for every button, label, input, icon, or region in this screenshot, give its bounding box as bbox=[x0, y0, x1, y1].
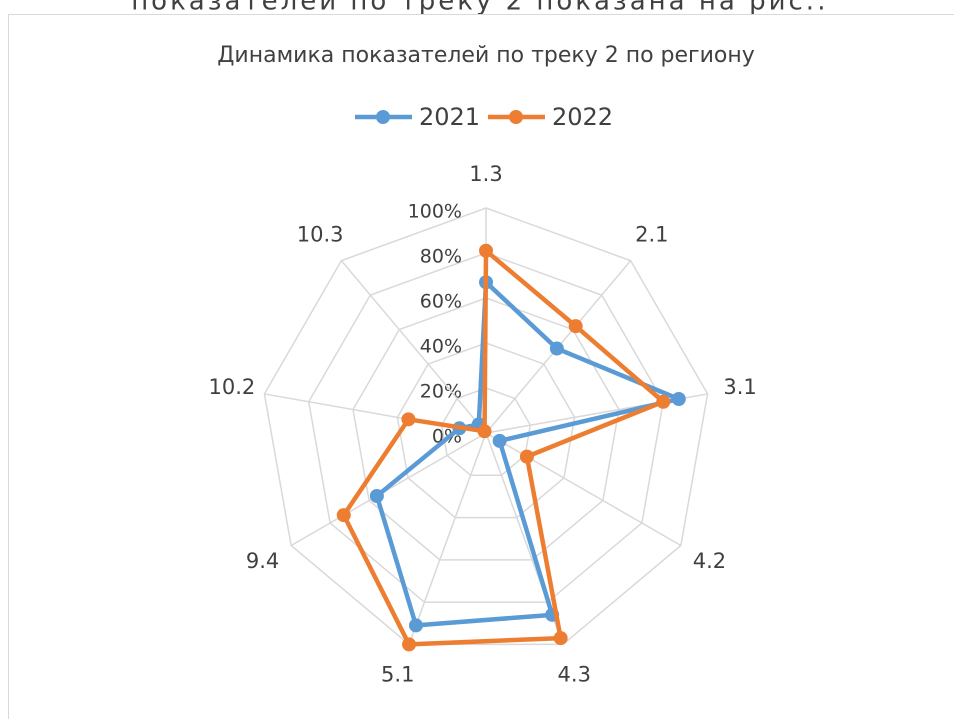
series-point bbox=[493, 434, 507, 448]
r-tick-label: 20% bbox=[420, 381, 462, 403]
category-label: 1.3 bbox=[469, 162, 502, 186]
series-point bbox=[337, 508, 351, 522]
category-label: 4.3 bbox=[558, 662, 591, 686]
series-point bbox=[401, 412, 415, 426]
legend-marker bbox=[509, 110, 523, 124]
spoke bbox=[341, 261, 486, 433]
series-point bbox=[554, 631, 568, 645]
r-tick-label: 80% bbox=[420, 246, 462, 268]
series-point bbox=[402, 637, 416, 651]
legend-marker bbox=[376, 110, 390, 124]
category-label: 2.1 bbox=[635, 222, 668, 246]
chart-title: Динамика показателей по треку 2 по регио… bbox=[217, 43, 755, 68]
series-point bbox=[409, 618, 423, 632]
category-label: 3.1 bbox=[723, 375, 756, 399]
series-point bbox=[370, 489, 384, 503]
category-label: 10.3 bbox=[297, 222, 344, 246]
legend-label: 2022 bbox=[552, 103, 613, 131]
category-label: 4.2 bbox=[693, 549, 726, 573]
series-point bbox=[479, 244, 493, 258]
category-label: 9.4 bbox=[246, 549, 279, 573]
r-tick-label: 40% bbox=[420, 336, 462, 358]
series-point bbox=[656, 395, 670, 409]
r-tick-label: 60% bbox=[420, 291, 462, 313]
series-point bbox=[520, 450, 534, 464]
series-point bbox=[478, 424, 492, 438]
series-point bbox=[569, 319, 583, 333]
series-point bbox=[550, 342, 564, 356]
legend-label: 2021 bbox=[419, 103, 480, 131]
series-point bbox=[672, 392, 686, 406]
category-label: 5.1 bbox=[381, 662, 414, 686]
spoke bbox=[409, 433, 486, 644]
r-tick-label: 100% bbox=[408, 201, 462, 223]
category-label: 10.2 bbox=[209, 375, 256, 399]
